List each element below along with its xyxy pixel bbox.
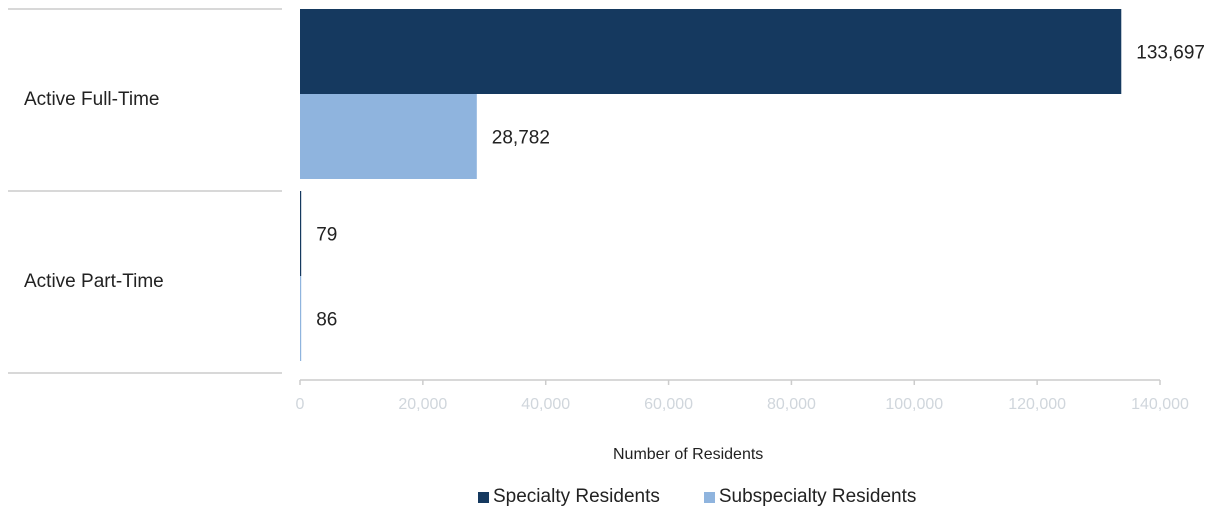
- x-tick-label: 140,000: [1131, 396, 1189, 413]
- legend: Specialty Residents Subspecialty Residen…: [478, 486, 960, 508]
- x-tick-label: 120,000: [1008, 396, 1066, 413]
- legend-swatch-subspecialty: [703, 491, 715, 503]
- bar-value-label: 133,697: [1136, 43, 1205, 64]
- category-label-full-time: Active Full-Time: [24, 89, 160, 110]
- bar-value-label: 86: [316, 310, 337, 331]
- x-tick-label: 100,000: [885, 396, 943, 413]
- bar-subspecialty: [300, 94, 477, 179]
- chart-plot: 133,697 28,782 79 86 0 20,000 40,000 60,000 80,0…: [8, 8, 1205, 413]
- bar-specialty: [300, 9, 1122, 94]
- x-axis-title: Number of Residents: [613, 446, 764, 463]
- bar-subspecialty: [300, 276, 302, 361]
- legend-item-specialty: Specialty Residents: [478, 486, 660, 508]
- bar-value-label: 28,782: [492, 128, 550, 149]
- x-tick-label: 60,000: [644, 396, 693, 413]
- legend-item-subspecialty: Subspecialty Residents: [703, 486, 917, 508]
- bar-specialty: [300, 191, 302, 276]
- legend-label-specialty: Specialty Residents: [493, 486, 660, 507]
- x-tick-label: 0: [296, 396, 305, 413]
- bar-value-label: 79: [316, 225, 337, 246]
- legend-swatch-specialty: [478, 491, 489, 503]
- x-tick-label: 40,000: [521, 396, 570, 413]
- x-tick-label: 80,000: [767, 396, 816, 413]
- x-tick-label: 20,000: [398, 396, 447, 413]
- legend-label-subspecialty: Subspecialty Residents: [718, 486, 917, 507]
- category-label-part-time: Active Part-Time: [24, 271, 164, 292]
